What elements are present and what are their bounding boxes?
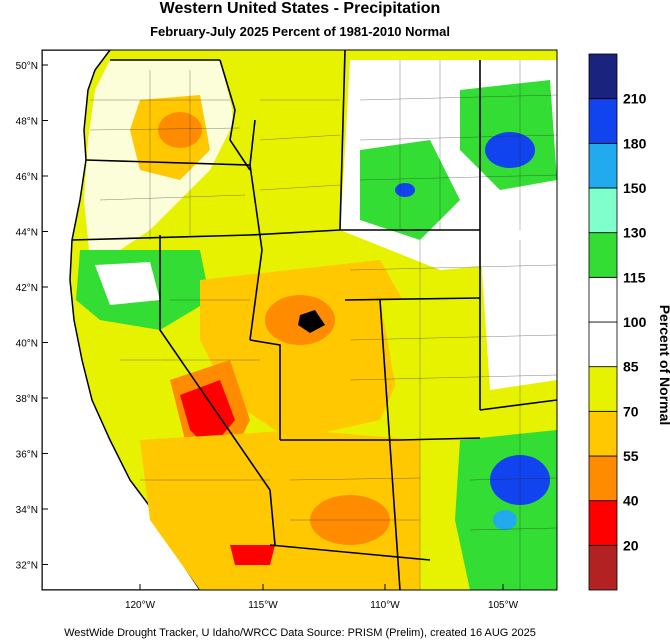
map-title: Western United States - Precipitation [159,0,441,17]
lat-label: 34°N [16,505,38,516]
legend-swatch [588,410,618,457]
s-arizona-red [230,545,275,565]
legend-label: 150 [623,180,647,196]
legend-swatch [588,53,618,100]
colorado [380,295,490,410]
lon-label: 115°W [248,600,278,611]
lat-label: 38°N [16,394,38,405]
ncal-normal [95,262,160,305]
legend-title: Percent of Normal [657,305,670,426]
legend-swatch [588,455,618,502]
legend-label: 40 [623,493,639,509]
state-boundaries [71,50,557,590]
legend-label: 70 [623,403,639,419]
lat-label: 32°N [16,561,38,572]
legend-label: 210 [623,91,647,107]
latitude-axis: 50°N 48°N 46°N 44°N 42°N 40°N 38°N 36°N 34°N 32°N [16,61,48,572]
lat-label: 42°N [16,283,38,294]
dakotas-wet [485,132,535,168]
map-subtitle: February-July 2025 Percent of 1981-2010 … [150,24,450,39]
great-salt-lake [298,310,325,333]
lon-label: 110°W [370,600,400,611]
plains-normal [480,235,557,390]
lat-label: 50°N [16,61,38,72]
nm-east-wetter [493,510,517,530]
lat-label: 40°N [16,339,38,350]
legend-swatch [588,187,618,234]
legend-label: 100 [623,314,647,330]
county-lines [89,60,557,590]
legend-swatch [588,544,618,591]
lat-label: 36°N [16,450,38,461]
inland-nw-dry [158,112,202,148]
idaho-montana [230,80,350,200]
legend-label: 20 [623,537,639,553]
legend-swatch [588,500,618,546]
lat-label: 44°N [16,228,38,239]
lat-label: 46°N [16,172,38,183]
map-body [42,50,557,590]
legend-swatch [588,98,618,144]
legend-swatch [588,276,618,323]
legend-label: 115 [623,269,646,285]
legend-swatch [588,232,618,278]
longitude-axis: 120°W 115°W 110°W 105°W [125,584,519,611]
legend-label: 130 [623,225,647,241]
legend-swatch [588,321,618,368]
southwest [140,430,420,590]
legend-label: 180 [623,135,647,151]
s-nevada-red [180,380,235,450]
lon-label: 120°W [125,600,156,611]
lat-label: 48°N [16,117,38,128]
footer-credit: WestWide Drought Tracker, U Idaho/WRCC D… [64,627,536,639]
lon-label: 105°W [488,600,519,611]
map-frame [41,49,558,591]
legend-label: 55 [623,448,639,464]
legend-label: 85 [623,359,639,375]
legend-swatch [588,366,618,412]
legend-swatch [588,142,618,189]
